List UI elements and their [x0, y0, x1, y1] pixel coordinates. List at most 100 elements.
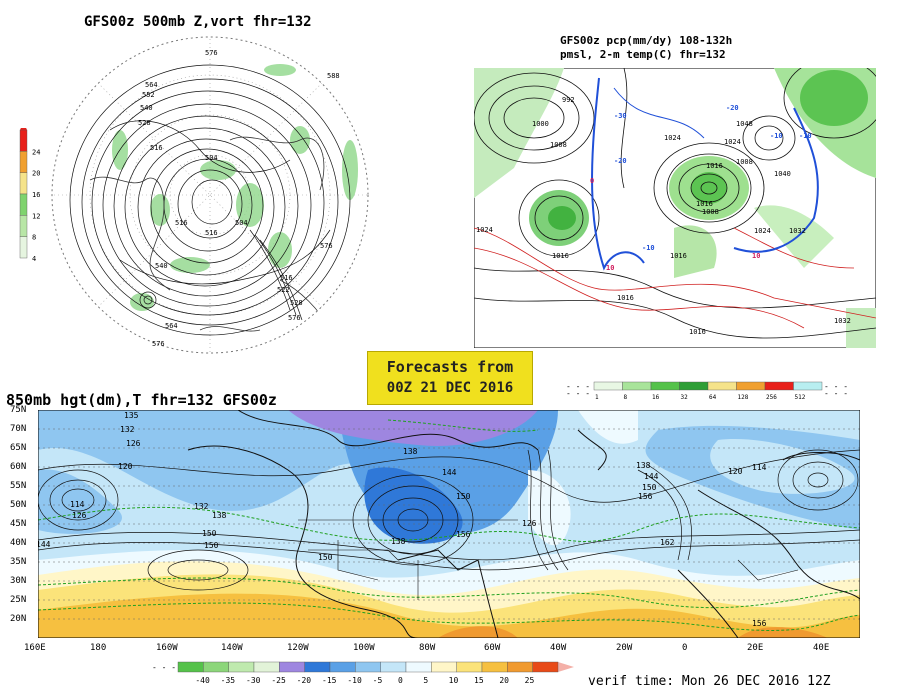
colorbar-tick: 15 — [474, 676, 484, 685]
temp-label: -20 — [726, 104, 739, 112]
pressure-label: 1008 — [550, 141, 567, 149]
colorbar-tick: 8 — [32, 234, 36, 242]
latitude-label: 50N — [10, 500, 27, 510]
temp-label: -10 — [642, 244, 655, 252]
colorbar-swatch — [19, 151, 28, 173]
height-label: 156 — [638, 492, 653, 501]
colorbar-swatch — [177, 661, 204, 673]
colorbar-tick: 1 — [595, 394, 599, 401]
svg-text:- - -: - - - — [824, 389, 848, 398]
pressure-label: 1024 — [476, 226, 493, 234]
pressure-label: 1016 — [689, 328, 706, 336]
contour-label: 564 — [165, 322, 178, 330]
pressure-label: 1016 — [670, 252, 687, 260]
colorbar-swatch — [329, 661, 356, 673]
colorbar-swatch — [707, 381, 737, 391]
colorbar-swatch — [19, 215, 28, 237]
temp-label: 0 — [590, 177, 594, 185]
colorbar-tick: 128 — [738, 394, 749, 401]
contour-label: 516 — [280, 274, 293, 282]
colorbar-swatch — [279, 661, 305, 673]
latitude-label: 55N — [10, 481, 27, 491]
colorbar-tick: 20 — [499, 676, 509, 685]
colorbar-tick: 24 — [32, 148, 40, 156]
colorbar-swatch — [793, 381, 823, 391]
height-label: 120 — [118, 462, 133, 471]
contour-label: 576 — [288, 314, 301, 322]
colorbar-swatch — [456, 661, 483, 673]
longitude-label: 80W — [419, 643, 436, 653]
colorbar-tick: -20 — [297, 676, 312, 685]
latitude-label: 40N — [10, 538, 27, 548]
hgt850-temp-map: 135 132 126 120 114 126 144 132 138 150 … — [38, 410, 860, 638]
colorbar-swatch — [764, 381, 794, 391]
colorbar-tick: -30 — [246, 676, 261, 685]
longitude-label: 160E — [24, 643, 46, 653]
colorbar-swatch — [431, 661, 457, 673]
colorbar-tick: 256 — [766, 394, 777, 401]
pressure-label: 1016 — [696, 200, 713, 208]
colorbar-tick: 64 — [709, 394, 717, 401]
contour-label: 528 — [290, 299, 303, 307]
colorbar-tick: 4 — [32, 255, 36, 263]
verif-time: verif time: Mon 26 DEC 2016 12Z — [588, 674, 831, 689]
precip-pmsl-map: 992 1000 1008 1024 1016 1024 1016 1016 1… — [474, 68, 876, 348]
precip-map-title-1: GFS00z pcp(mm/dy) 108-132h — [560, 34, 733, 47]
longitude-label: 0 — [682, 643, 688, 653]
colorbar-swatch — [507, 661, 533, 673]
colorbar-swatch — [622, 381, 652, 391]
hgt850-map-title: 850mb hgt(dm),T fhr=132 GFS00z — [6, 391, 277, 409]
height-label: 144 — [644, 472, 659, 481]
height-label: 162 — [660, 538, 675, 547]
height-label: 138 — [636, 461, 651, 470]
temp-label: 10 — [752, 252, 760, 260]
colorbar-tick: -40 — [195, 676, 210, 685]
colorbar-swatch — [481, 661, 508, 673]
colorbar-swatch — [679, 381, 709, 391]
height-label: 138 — [403, 447, 418, 456]
forecast-init-box: Forecasts from 00Z 21 DEC 2016 — [367, 351, 533, 405]
height-label: 150 — [204, 541, 219, 550]
height-label: 126 — [126, 439, 141, 448]
latitude-label: 60N — [10, 462, 27, 472]
colorbar-tick: -35 — [221, 676, 236, 685]
height-label: 150 — [642, 483, 657, 492]
temp-label: 10 — [606, 264, 614, 272]
contour-label: 588 — [327, 72, 340, 80]
pressure-label: 1048 — [736, 120, 753, 128]
contour-label: 552 — [142, 91, 155, 99]
height-label: 114 — [752, 463, 767, 472]
colorbar-tick: 12 — [32, 212, 40, 220]
colorbar-swatch — [203, 661, 229, 673]
temp-label: -10 — [799, 132, 812, 140]
height-label: 156 — [752, 619, 767, 628]
colorbar-swatch — [19, 236, 28, 259]
contour-label: 516 — [175, 219, 188, 227]
colorbar-swatch — [355, 661, 381, 673]
longitude-label: 100W — [353, 643, 375, 653]
latitude-label: 75N — [10, 405, 27, 415]
contour-label: 516 — [205, 229, 218, 237]
svg-text:- - -: - - - — [566, 382, 590, 391]
height-label: 138 — [212, 511, 227, 520]
colorbar-swatch — [19, 193, 28, 216]
pressure-label: 1032 — [834, 317, 851, 325]
height-label: 132 — [194, 502, 209, 511]
vorticity-colorbar: 24 20 16 12 8 4 — [19, 128, 40, 263]
colorbar-tick: -15 — [322, 676, 337, 685]
colorbar-swatch — [380, 661, 407, 673]
colorbar-tick: 512 — [795, 394, 806, 401]
colorbar-swatch — [304, 661, 331, 673]
forecast-init-line2: 00Z 21 DEC 2016 — [386, 380, 514, 396]
pressure-label: 1000 — [532, 120, 549, 128]
longitude-label: 160W — [156, 643, 178, 653]
forecast-init-line1: Forecasts from — [386, 358, 514, 376]
longitude-label: 40E — [813, 643, 830, 653]
height-label: 150 — [202, 529, 217, 538]
height-label: 150 — [318, 553, 333, 562]
height-label: 114 — [70, 500, 85, 509]
colorbar-swatch — [650, 381, 680, 391]
colorbar-tick: -25 — [271, 676, 286, 685]
colorbar-tick: -10 — [347, 676, 362, 685]
colorbar-swatch — [228, 661, 255, 673]
